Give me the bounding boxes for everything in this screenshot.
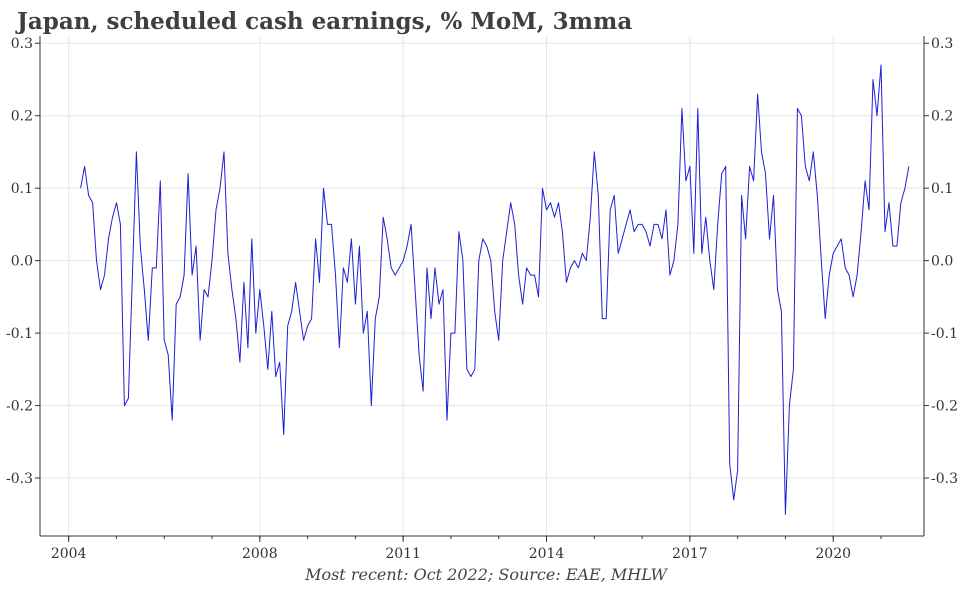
y-tick-label-right: 0.0	[931, 254, 953, 270]
y-tick-label-left: -0.2	[6, 399, 33, 415]
chart-title: Japan, scheduled cash earnings, % MoM, 3…	[17, 8, 633, 35]
y-tick-label-right: 0.3	[931, 36, 953, 52]
x-tick-label: 2011	[385, 546, 421, 562]
y-tick-label-left: 0.1	[11, 181, 33, 197]
y-tick-label-left: -0.1	[6, 326, 33, 342]
x-tick-label: 2017	[672, 546, 708, 562]
y-tick-label-right: -0.1	[931, 326, 958, 342]
source-caption: Most recent: Oct 2022; Source: EAE, MHLW	[305, 565, 667, 584]
series-line	[80, 64, 910, 515]
y-tick-label-right: 0.2	[931, 109, 953, 125]
x-tick-label: 2020	[815, 546, 851, 562]
y-tick-label-left: 0.2	[11, 109, 33, 125]
series-layer	[80, 64, 910, 515]
y-tick-label-right: -0.3	[931, 471, 958, 487]
tick-labels: -0.3 -0.3 -0.2 -0.2 -0.1 -0.1 0.0 0.0 0.1 0.1 0.2 0…	[6, 36, 958, 562]
x-tick-label: 2004	[51, 546, 87, 562]
y-tick-label-left: -0.3	[6, 471, 33, 487]
grid-lines	[40, 36, 924, 536]
y-tick-label-left: 0.0	[11, 254, 33, 270]
x-tick-label: 2014	[529, 546, 565, 562]
y-tick-label-right: -0.2	[931, 399, 958, 415]
axes	[35, 36, 929, 542]
y-tick-label-left: 0.3	[11, 36, 33, 52]
x-tick-label: 2008	[242, 546, 278, 562]
y-tick-label-right: 0.1	[931, 181, 953, 197]
